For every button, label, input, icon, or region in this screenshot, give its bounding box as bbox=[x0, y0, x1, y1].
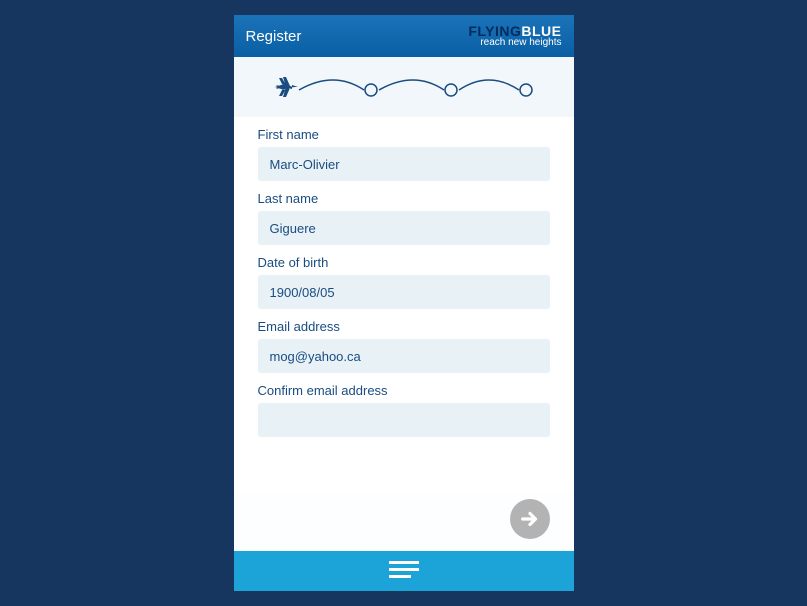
confirm-email-label: Confirm email address bbox=[258, 383, 550, 398]
arc-1 bbox=[299, 80, 364, 90]
progress-svg bbox=[264, 62, 544, 112]
dob-label: Date of birth bbox=[258, 255, 550, 270]
next-row bbox=[234, 491, 574, 551]
confirm-email-input[interactable] bbox=[258, 403, 550, 437]
arc-2 bbox=[379, 80, 444, 90]
menu-button[interactable] bbox=[381, 553, 427, 590]
first-name-input[interactable] bbox=[258, 147, 550, 181]
brand-tagline: reach new heights bbox=[468, 38, 561, 48]
email-input[interactable] bbox=[258, 339, 550, 373]
field-confirm-email: Confirm email address bbox=[258, 383, 550, 437]
header: Register FLYINGBLUE reach new heights bbox=[234, 15, 574, 57]
brand-block: FLYINGBLUE reach new heights bbox=[468, 24, 561, 48]
next-button[interactable] bbox=[510, 499, 550, 539]
step-dot-4 bbox=[520, 84, 532, 96]
field-first-name: First name bbox=[258, 127, 550, 181]
bottom-bar bbox=[234, 551, 574, 591]
field-email: Email address bbox=[258, 319, 550, 373]
last-name-input[interactable] bbox=[258, 211, 550, 245]
field-last-name: Last name bbox=[258, 191, 550, 245]
step-dot-3 bbox=[445, 84, 457, 96]
first-name-label: First name bbox=[258, 127, 550, 142]
step-dot-2 bbox=[365, 84, 377, 96]
page-title: Register bbox=[246, 28, 302, 45]
arc-3 bbox=[459, 80, 519, 90]
dob-input[interactable] bbox=[258, 275, 550, 309]
register-form: First name Last name Date of birth Email… bbox=[234, 117, 574, 491]
email-label: Email address bbox=[258, 319, 550, 334]
menu-icon bbox=[389, 561, 419, 579]
field-dob: Date of birth bbox=[258, 255, 550, 309]
progress-indicator bbox=[234, 57, 574, 117]
brand-logo: FLYINGBLUE bbox=[468, 24, 561, 38]
last-name-label: Last name bbox=[258, 191, 550, 206]
arrow-right-icon bbox=[519, 508, 541, 530]
plane-icon bbox=[275, 77, 298, 97]
app-screen: Register FLYINGBLUE reach new heights F bbox=[234, 15, 574, 591]
